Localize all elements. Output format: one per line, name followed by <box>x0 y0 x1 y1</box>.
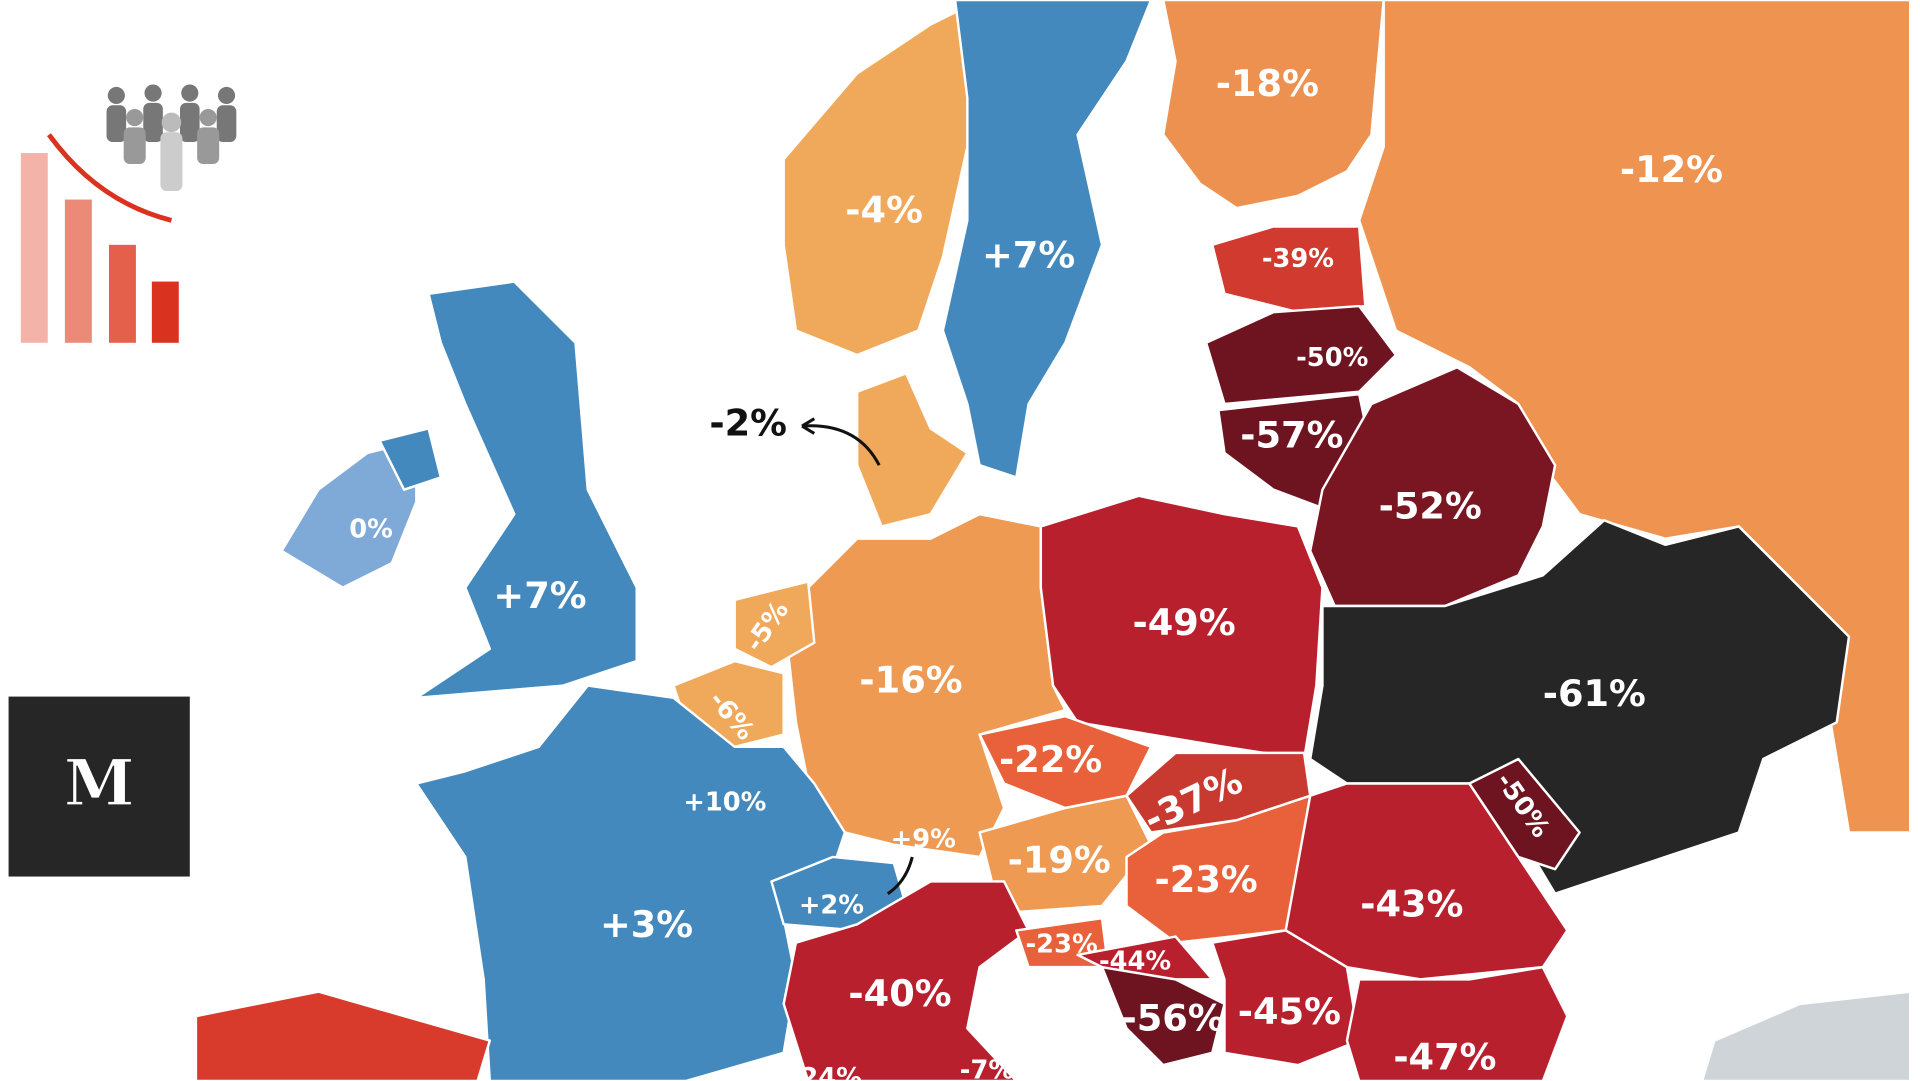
icon-people <box>106 84 237 191</box>
region-label: -7% <box>960 1056 1014 1081</box>
region <box>1345 965 1569 1081</box>
arrow <box>801 424 881 466</box>
region-label: +24% <box>779 1063 862 1081</box>
region-label: +10% <box>683 788 766 818</box>
region-label: -50% <box>1296 343 1368 373</box>
region-label: -2% <box>709 401 787 444</box>
region-label: -56% <box>1121 996 1224 1039</box>
logo-box <box>8 696 190 877</box>
region-label: -4% <box>845 188 923 231</box>
region-label: -43% <box>1360 882 1463 925</box>
region-label: -23% <box>1026 930 1098 960</box>
region <box>378 427 443 491</box>
region-label: +7% <box>982 234 1075 277</box>
icon-bar <box>64 199 92 343</box>
decline-icon <box>20 84 237 343</box>
region <box>782 512 1067 859</box>
region-label: 0% <box>349 515 393 545</box>
region <box>733 580 816 669</box>
arrows <box>801 417 914 895</box>
region-label: -49% <box>1133 601 1236 644</box>
region-label: -45% <box>1238 990 1341 1033</box>
arrow-head <box>801 417 816 435</box>
icon-bar <box>151 281 179 343</box>
region <box>782 880 1030 1081</box>
region-label: -40% <box>848 972 951 1015</box>
icon-bar <box>20 153 48 343</box>
regions <box>194 0 1912 1081</box>
region <box>1162 0 1385 210</box>
region <box>194 990 492 1081</box>
region-label: -52% <box>1379 485 1482 528</box>
logo-text: M <box>64 746 134 821</box>
icon-bar <box>108 244 136 343</box>
region <box>855 372 969 528</box>
region-label: -16% <box>859 658 962 701</box>
region-label: -61% <box>1543 672 1646 715</box>
region <box>1700 990 1912 1081</box>
region-label: +9% <box>891 824 956 854</box>
region-label: -39% <box>1262 244 1334 274</box>
region <box>1204 304 1398 406</box>
region <box>1211 225 1367 314</box>
region <box>941 0 1153 479</box>
logo: M <box>8 696 190 877</box>
region <box>1468 757 1581 871</box>
region <box>1100 965 1226 1067</box>
region-label: -18% <box>1216 62 1319 105</box>
region <box>1211 929 1361 1067</box>
region-label: -47% <box>1393 1035 1496 1078</box>
region-label: -12% <box>1620 148 1723 191</box>
region-label: +7% <box>493 574 586 617</box>
region <box>1308 366 1557 608</box>
region-label: -22% <box>999 738 1102 781</box>
icon-arrow <box>46 133 173 223</box>
region-label: -19% <box>1008 838 1111 881</box>
region-label: +2% <box>799 890 864 920</box>
arrow <box>886 856 914 895</box>
region-label: -23% <box>1155 858 1258 901</box>
region-label: -44% <box>1099 947 1171 977</box>
region-label: +3% <box>600 903 693 946</box>
region <box>415 280 638 700</box>
region-label: -57% <box>1240 414 1343 457</box>
